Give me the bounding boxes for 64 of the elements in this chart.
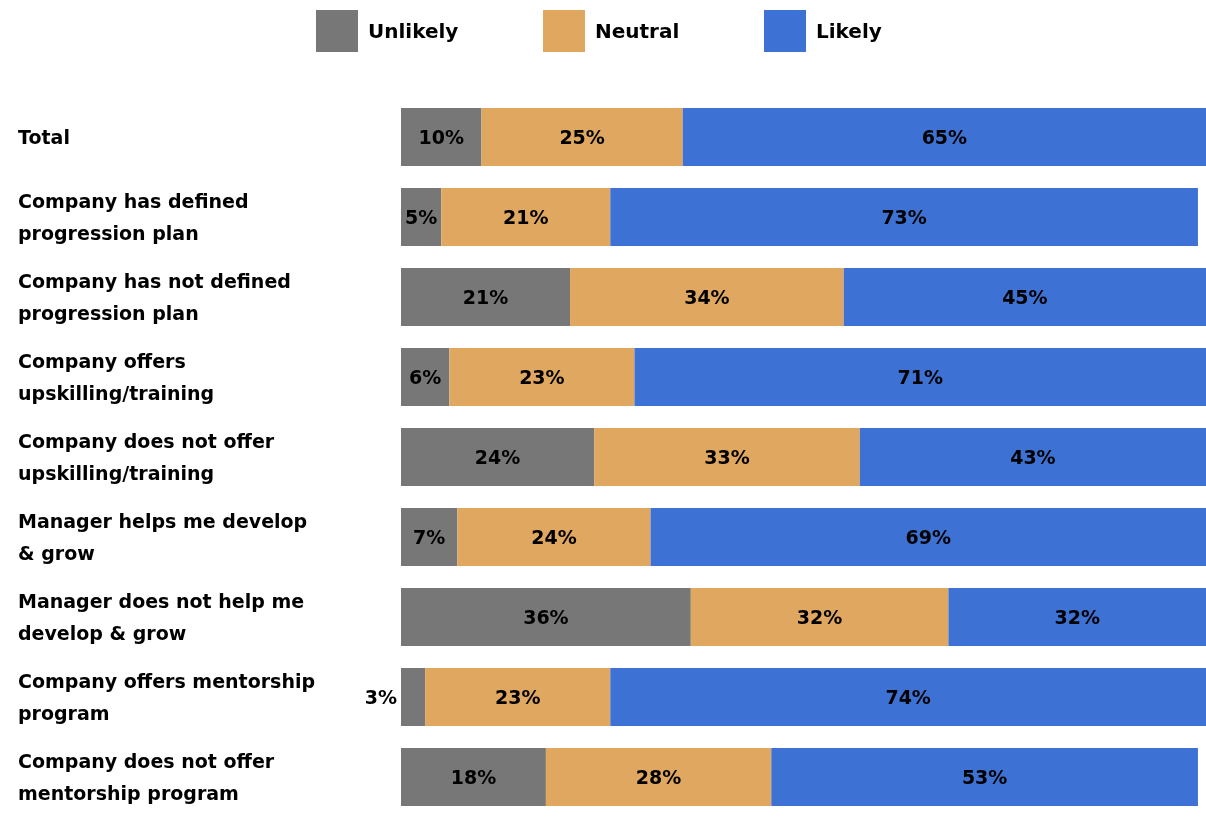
- legend-label: Likely: [816, 19, 882, 44]
- bar: [457, 508, 651, 566]
- bar: [682, 108, 1206, 166]
- data-label: 69%: [905, 525, 952, 548]
- data-label: 23%: [519, 365, 565, 388]
- data-label: 71%: [897, 365, 943, 388]
- bar: [401, 428, 595, 486]
- bar: [425, 668, 611, 726]
- data-label: 23%: [494, 685, 541, 708]
- bar: [449, 348, 635, 406]
- bar: [634, 348, 1206, 406]
- bar: [594, 428, 860, 486]
- bar: [859, 428, 1206, 486]
- data-label: 34%: [684, 285, 730, 308]
- y-tick-label: Company does not offer mentorship program: [18, 749, 275, 804]
- bar: [401, 588, 691, 646]
- legend-label: Unlikely: [368, 19, 459, 44]
- data-label: 36%: [523, 605, 569, 628]
- data-label: 25%: [559, 125, 605, 148]
- data-label: 53%: [961, 765, 1008, 788]
- data-label: 74%: [885, 685, 931, 708]
- data-label: 65%: [921, 125, 968, 148]
- data-label: 21%: [462, 285, 509, 308]
- bar: [401, 508, 458, 566]
- legend-label: Neutral: [595, 19, 680, 44]
- data-label: 5%: [404, 205, 438, 228]
- y-tick-label: Company offers mentorship program: [18, 669, 316, 724]
- bar: [481, 108, 683, 166]
- data-label: 24%: [531, 525, 577, 548]
- y-tick-label: Company has defined progression plan: [18, 189, 249, 244]
- data-label: 32%: [796, 605, 843, 628]
- bar: [570, 268, 844, 326]
- bar: [948, 588, 1206, 646]
- data-label: 43%: [1010, 445, 1056, 468]
- data-label: 7%: [413, 525, 446, 548]
- bar: [401, 748, 546, 806]
- data-label: 33%: [704, 445, 750, 468]
- bar: [771, 748, 1198, 806]
- data-label: 21%: [503, 205, 549, 228]
- data-label: 28%: [635, 765, 682, 788]
- data-label: 6%: [409, 365, 442, 388]
- bar: [690, 588, 949, 646]
- data-label: 73%: [881, 205, 927, 228]
- bar: [610, 188, 1198, 246]
- y-tick-label: Manager helps me develop & grow: [18, 509, 308, 564]
- bar: [843, 268, 1206, 326]
- bar: [401, 668, 426, 726]
- bar: [545, 748, 772, 806]
- bar: [610, 668, 1206, 726]
- data-label: 10%: [418, 125, 464, 148]
- data-label: 45%: [1002, 285, 1048, 308]
- bar: [401, 108, 482, 166]
- y-tick-label: Company has not defined progression plan: [18, 269, 291, 324]
- data-label: 32%: [1054, 605, 1100, 628]
- data-label: 3%: [364, 685, 397, 708]
- y-tick-label: Company does not offer upskilling/training: [18, 429, 275, 484]
- y-tick-label: Total: [18, 125, 70, 148]
- bar: [650, 508, 1206, 566]
- bar: [441, 188, 611, 246]
- bar: [401, 268, 571, 326]
- y-tick-label: Company offers upskilling/training: [18, 349, 215, 404]
- y-tick-label: Manager does not help me develop & grow: [18, 589, 305, 644]
- data-label: 24%: [474, 445, 521, 468]
- data-label: 18%: [450, 765, 497, 788]
